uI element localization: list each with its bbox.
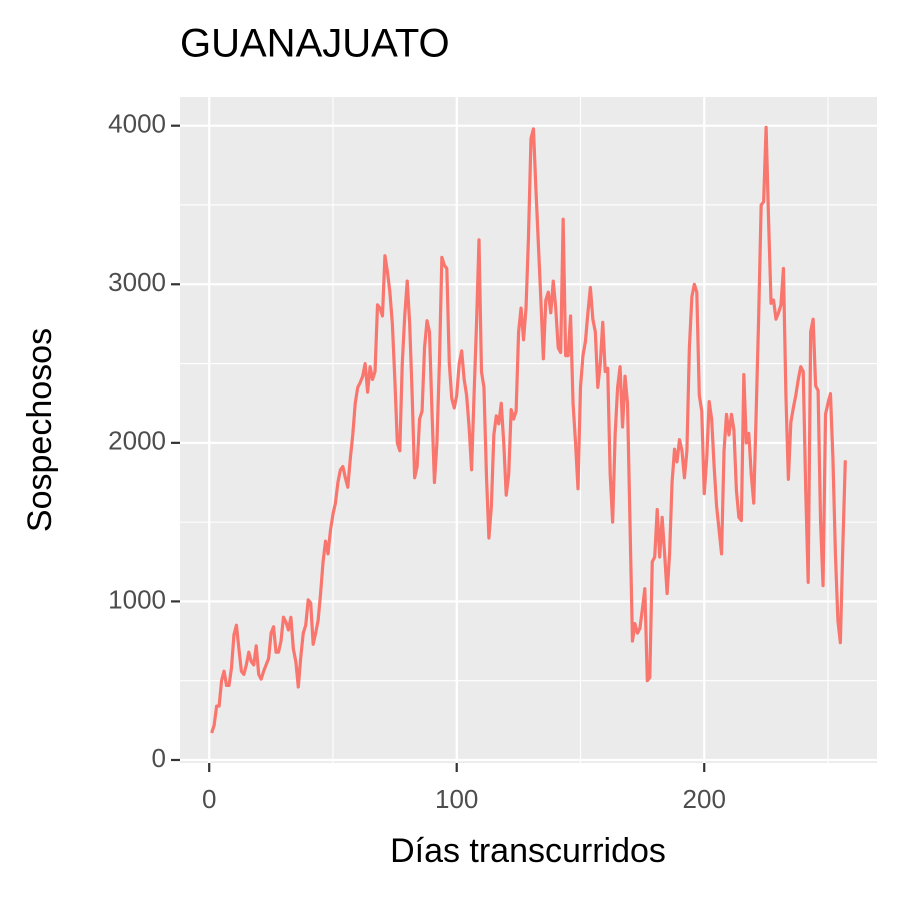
y-tick-label: 0 (152, 743, 166, 773)
data-line (210, 125, 847, 734)
y-tick-label: 2000 (108, 426, 166, 456)
x-tick-label: 100 (435, 784, 478, 814)
y-tick-label: 4000 (108, 109, 166, 139)
y-tick-label: 1000 (108, 584, 166, 614)
chart-title: GUANAJUATO (180, 22, 450, 66)
y-axis-label: Sospechosos (21, 328, 59, 532)
x-axis-label: Días transcurridos (390, 832, 666, 870)
y-tick-label: 3000 (108, 267, 166, 297)
x-tick-label: 0 (202, 784, 216, 814)
x-tick-label: 200 (683, 784, 726, 814)
